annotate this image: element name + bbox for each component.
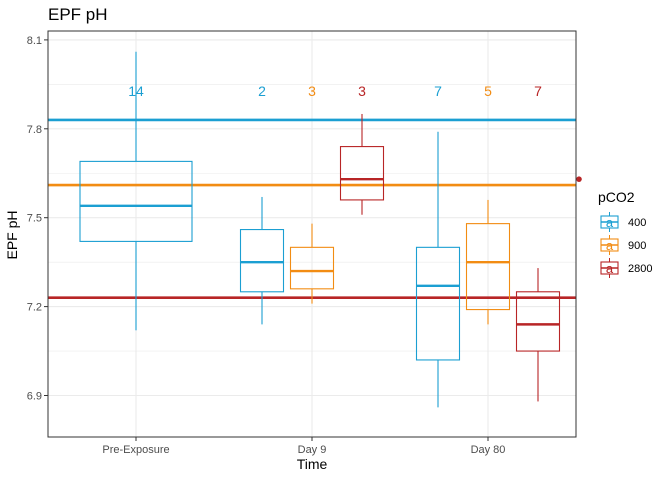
box-400-day-9 [239,196,285,325]
legend-title: pCO2 [598,189,635,205]
legend-label-900: 900 [628,240,646,252]
box-body [465,223,511,311]
y-axis-title: EPF pH [4,210,20,259]
chart-title: EPF pH [48,5,108,24]
box-body [339,146,385,201]
box-900-day-80 [465,199,511,325]
count-label-400-pre-exposure: 14 [128,83,144,99]
legend-key-glyph: a [606,261,614,276]
x-axis: Pre-Exposure Day 9 Day 80 [102,437,505,456]
legend-label-2800: 2800 [628,263,652,275]
legend-key-glyph: a [606,238,614,253]
count-label-400-day-9: 2 [258,83,266,99]
box-body [79,160,193,242]
y-axis: 6.9 7.2 7.5 7.8 8.1 [27,35,48,403]
box-body [239,229,285,293]
x-axis-title: Time [297,456,328,472]
y-tick-label: 7.8 [27,124,42,136]
sample-counts: 14 2 7 3 5 3 7 [128,83,542,99]
legend-item-400: a 400 [600,212,646,232]
legend-key-glyph: a [606,215,614,230]
y-tick-label: 7.5 [27,213,42,225]
legend-item-900: a 900 [600,235,646,255]
count-label-900-day-80: 5 [484,83,492,99]
x-tick-label: Day 80 [471,444,506,456]
box-400-day-80 [415,131,461,408]
y-tick-label: 7.2 [27,302,42,314]
box-2800-day-9 [339,113,385,215]
legend-label-400: 400 [628,217,646,229]
box-900-day-9 [289,223,335,304]
box-400-pre-exposure [79,51,193,331]
legend-item-2800: a 2800 [600,258,652,278]
y-tick-label: 8.1 [27,35,42,47]
count-label-2800-day-9: 3 [358,83,366,99]
count-label-400-day-80: 7 [434,83,442,99]
x-tick-label: Pre-Exposure [102,444,169,456]
box-2800-day-80 [515,176,582,402]
box-body [415,246,461,361]
y-tick-label: 6.9 [27,391,42,403]
outlier-point [576,176,582,182]
count-label-900-day-9: 3 [308,83,316,99]
box-body [515,291,561,352]
boxplots [79,51,582,408]
legend: pCO2 a 400 a 900 a 2800 [598,189,652,278]
x-tick-label: Day 9 [298,444,327,456]
count-label-2800-day-80: 7 [534,83,542,99]
box-body [289,246,335,290]
